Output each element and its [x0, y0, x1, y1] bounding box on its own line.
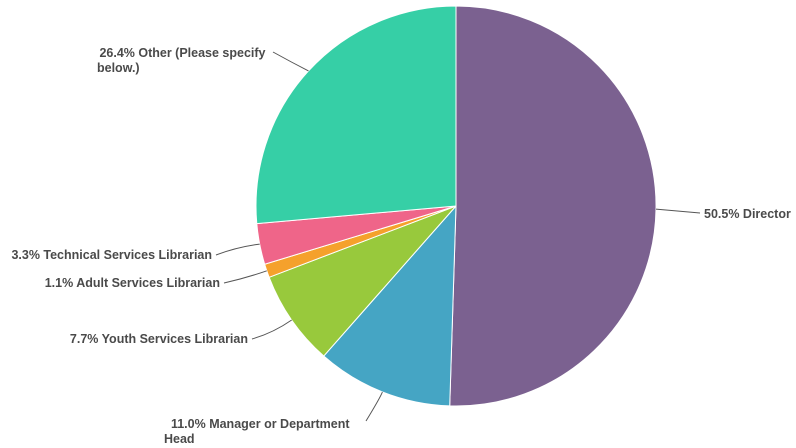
label-manager-line-1: 11.0% Manager or Department — [171, 417, 350, 431]
leader-adult-services-librarian — [223, 270, 267, 284]
leader-other-please-specify-below — [272, 51, 309, 72]
label-other: 26.4% Other (Please specify below.) — [97, 46, 269, 75]
label-technical-services-librarian: 3.3% Technical Services Librarian — [11, 248, 212, 262]
leader-manager-or-department-head — [365, 391, 383, 422]
label-director: 50.5% Director — [704, 207, 791, 221]
label-manager-or-department-head: 11.0% Manager or Department Head — [164, 417, 353, 446]
slice-director[interactable] — [449, 5, 657, 407]
label-adult-services-librarian: 1.1% Adult Services Librarian — [45, 276, 220, 290]
label-other-line-1: 26.4% Other (Please specify — [99, 46, 265, 60]
label-manager-line-2: Head — [164, 432, 195, 446]
label-other-line-2: below.) — [97, 61, 140, 75]
leader-technical-services-librarian — [215, 243, 260, 256]
slice-youth-services-librarian[interactable] — [268, 205, 457, 357]
slice-other-please-specify-below[interactable] — [255, 5, 457, 225]
leader-director — [655, 208, 701, 214]
leader-youth-services-librarian — [251, 319, 292, 340]
slice-manager-or-department-head[interactable] — [323, 204, 457, 407]
pie-slices — [255, 5, 657, 407]
leader-lines — [215, 51, 701, 422]
label-youth-services-librarian: 7.7% Youth Services Librarian — [70, 332, 248, 346]
